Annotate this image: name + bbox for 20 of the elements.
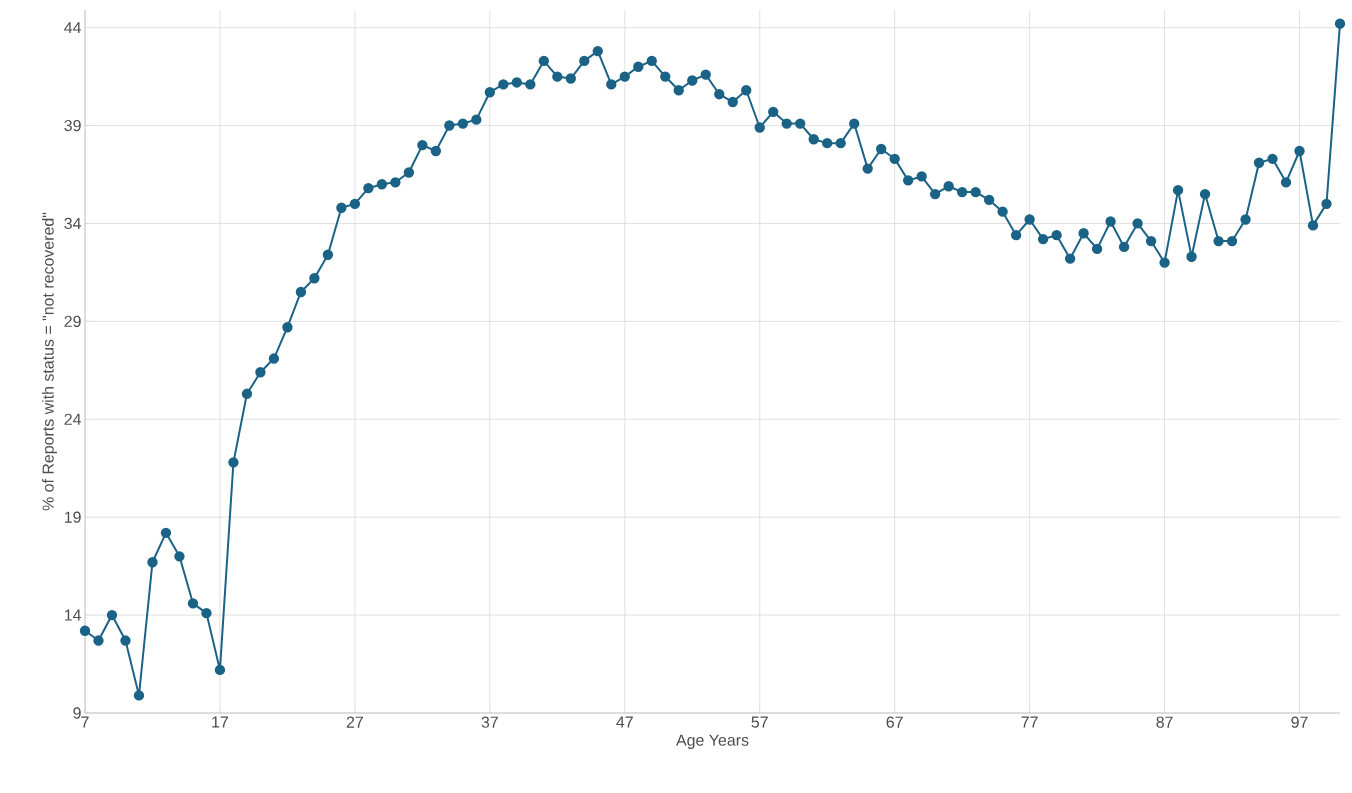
x-tick-label: 17 <box>212 716 229 728</box>
y-tick-label: 44 <box>64 22 81 34</box>
y-tick-label: 39 <box>64 119 81 132</box>
x-tick-label: 27 <box>346 716 363 728</box>
x-tick-label: 7 <box>81 716 89 728</box>
x-tick-label: 97 <box>1291 716 1308 728</box>
x-tick-label: 37 <box>481 716 498 728</box>
x-tick-label: 77 <box>1021 716 1038 728</box>
y-tick-label: 9 <box>73 707 81 719</box>
y-tick-label: 34 <box>64 217 81 230</box>
x-tick-label: 87 <box>1156 716 1173 728</box>
y-tick-label: 19 <box>64 511 81 523</box>
x-tick-label: 67 <box>886 716 903 728</box>
x-axis-title: Age Years <box>676 734 749 749</box>
y-tick-label: 29 <box>64 315 81 327</box>
y-tick-label: 14 <box>64 609 81 621</box>
x-tick-label: 47 <box>616 716 633 728</box>
x-tick-label: 57 <box>751 716 768 728</box>
y-tick-label: 24 <box>64 413 81 425</box>
y-axis-title: % of Reports with status = "not recovered" <box>42 212 57 511</box>
